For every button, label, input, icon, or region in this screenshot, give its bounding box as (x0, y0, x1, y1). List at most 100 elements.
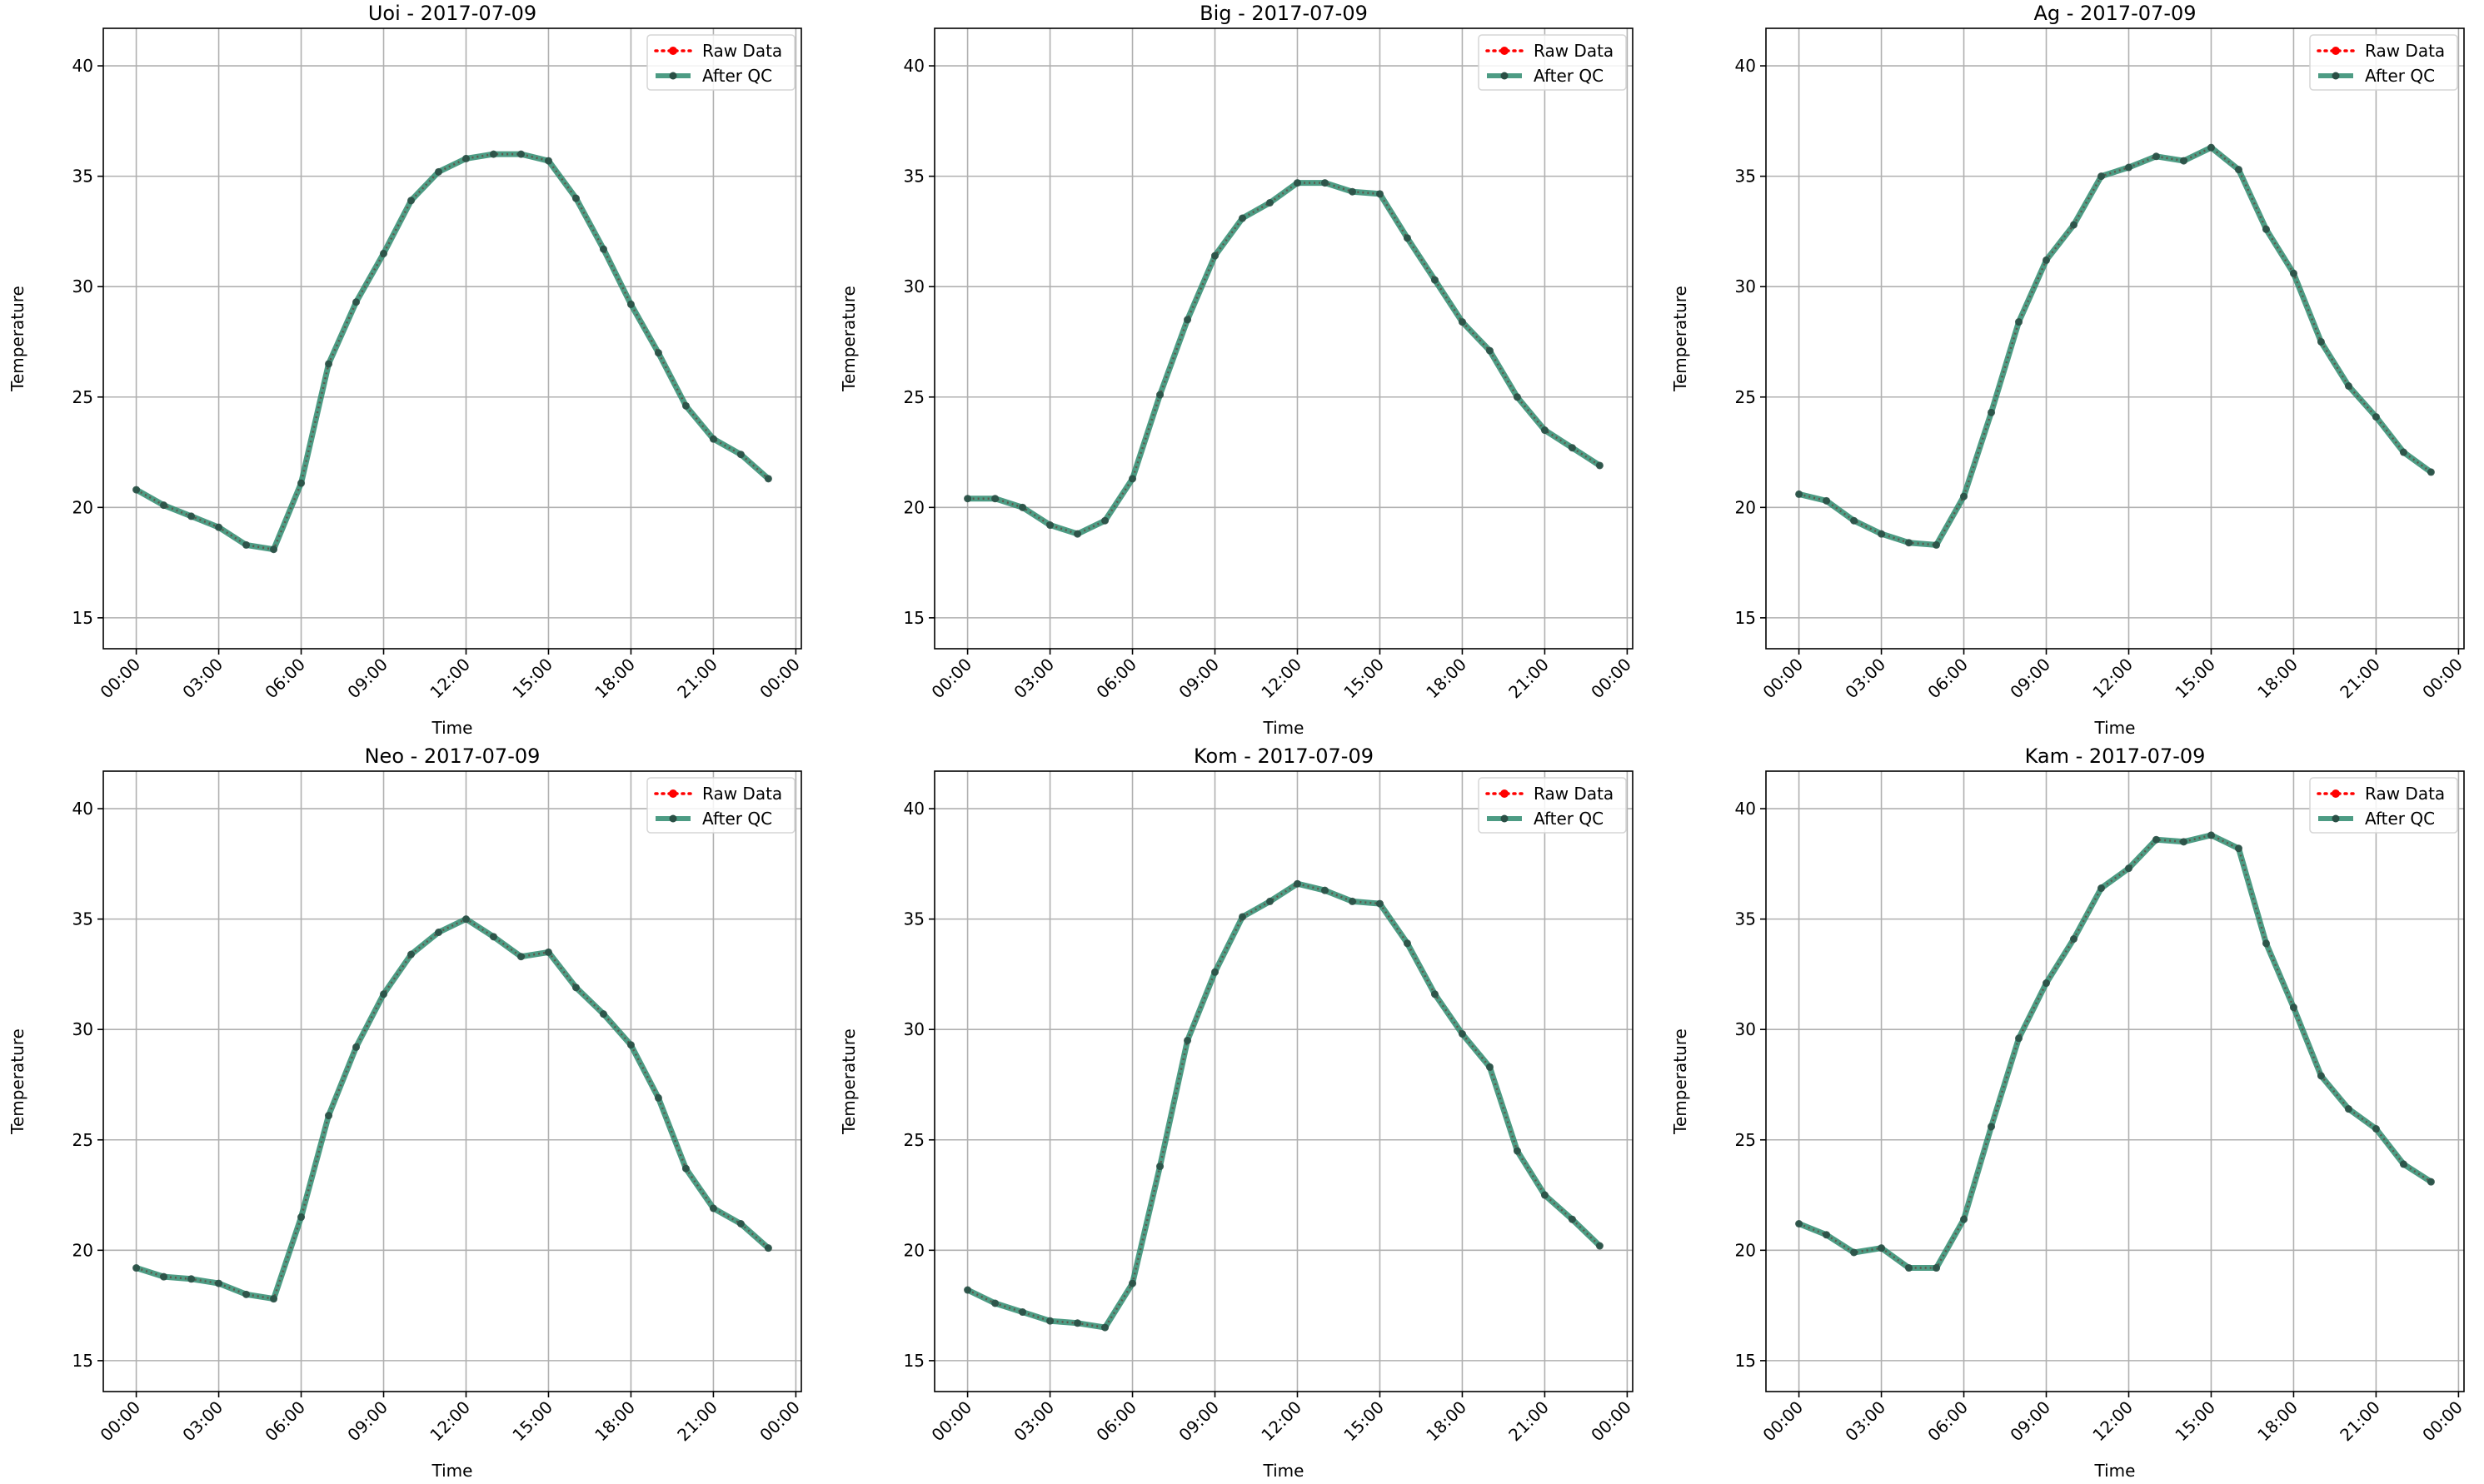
data-point (599, 245, 607, 253)
data-point (709, 1204, 717, 1213)
y-tick-label: 30 (1735, 1019, 1756, 1039)
data-point (2070, 934, 2078, 943)
y-tick-label: 25 (1735, 1130, 1756, 1150)
axes-frame (934, 770, 1634, 1392)
legend-raw-marker (669, 47, 677, 55)
data-point (1568, 444, 1576, 452)
x-tick-label: 03:00 (178, 655, 227, 703)
data-point (270, 545, 278, 554)
data-point (489, 150, 497, 158)
data-point (2262, 939, 2270, 948)
data-point (1878, 530, 1886, 538)
x-tick-label: 09:00 (2006, 1397, 2054, 1446)
data-point (1129, 475, 1137, 483)
data-point (1348, 897, 1356, 905)
data-point (435, 929, 443, 937)
data-point (160, 501, 168, 510)
data-point (1540, 426, 1549, 435)
x-tick-label: 09:00 (2006, 655, 2054, 703)
data-point (764, 475, 772, 483)
x-axis-label: Time (2094, 718, 2136, 738)
x-tick-label: 15:00 (2171, 1397, 2219, 1446)
x-tick-label: 12:00 (2088, 655, 2137, 703)
data-point (2152, 152, 2160, 161)
x-tick-label: 06:00 (1923, 1397, 1972, 1446)
data-point (2179, 157, 2187, 165)
data-point (964, 495, 972, 503)
legend: Raw Data After QC (2309, 777, 2458, 834)
data-point (1211, 968, 1220, 976)
y-tick-label: 40 (904, 56, 925, 76)
x-tick-label: 03:00 (1841, 655, 1889, 703)
x-axis-label: Time (2094, 1461, 2136, 1481)
y-tick-label: 30 (904, 276, 925, 296)
x-tick-label: 15:00 (2171, 655, 2219, 703)
x-tick-label: 15:00 (1339, 655, 1388, 703)
data-point (1184, 1036, 1192, 1044)
data-point (2097, 172, 2106, 181)
legend-qc-label: After QC (702, 809, 772, 829)
axes-frame (1765, 27, 2465, 650)
data-point (297, 1213, 306, 1222)
series-line-raw-data (1798, 146, 2432, 546)
data-point (1239, 913, 1247, 921)
data-point (2372, 413, 2380, 421)
y-axis-label: Temperature (7, 286, 27, 392)
data-point (2234, 844, 2242, 853)
axes-frame (1765, 770, 2465, 1392)
legend-qc-marker (2332, 814, 2340, 823)
legend-raw-marker (669, 789, 677, 798)
data-point (516, 150, 525, 158)
x-tick-label: 03:00 (1010, 655, 1058, 703)
data-point (1239, 214, 1247, 222)
data-point (1823, 496, 1831, 505)
data-point (1403, 939, 1411, 948)
x-tick-label: 00:00 (1758, 655, 1807, 703)
data-point (2372, 1125, 2380, 1133)
x-tick-label: 21:00 (1504, 1397, 1553, 1446)
legend-qc-marker (1500, 814, 1509, 823)
legend-raw-label: Raw Data (702, 41, 782, 61)
x-tick-label: 21:00 (2336, 655, 2384, 703)
data-point (1074, 1319, 1082, 1327)
series-line-after-qc (133, 916, 771, 1302)
data-point (160, 1272, 168, 1281)
chart-panel: Uoi - 2017-07-09 00:00 03:00 06:00 09:00 12:0… (7, 2, 804, 738)
chart-panel: Neo - 2017-07-09 00:00 03:00 06:00 09:00 12:0… (7, 744, 804, 1481)
data-point (2179, 838, 2187, 846)
y-tick-label: 40 (1735, 799, 1756, 819)
series-line-after-qc (133, 151, 771, 553)
data-point (764, 1244, 772, 1252)
y-tick-label: 15 (72, 1351, 93, 1371)
data-point (2262, 225, 2270, 233)
data-point (1540, 1191, 1549, 1199)
y-tick-label: 15 (1735, 608, 1756, 628)
x-tick-label: 12:00 (1257, 655, 1305, 703)
data-point (352, 1043, 361, 1051)
legend-qc-label: After QC (702, 66, 772, 86)
data-point (2399, 1160, 2407, 1168)
data-point (132, 486, 141, 494)
x-axis-label: Time (431, 718, 473, 738)
series-line-raw-data (967, 882, 1601, 1329)
y-tick-label: 35 (72, 909, 93, 929)
x-axis-label: Time (1263, 718, 1304, 738)
legend-qc-marker (2332, 72, 2340, 80)
x-tick-label: 15:00 (1339, 1397, 1388, 1446)
y-tick-label: 15 (72, 608, 93, 628)
data-point (1458, 318, 1466, 326)
data-point (2427, 468, 2435, 476)
data-point (654, 349, 662, 357)
series-line-raw-data (967, 182, 1601, 535)
data-point (1795, 490, 1803, 498)
y-tick-label: 20 (1735, 1240, 1756, 1260)
axes-frame (102, 27, 802, 650)
data-point (2124, 864, 2132, 873)
chart-panel: Ag - 2017-07-09 00:00 03:00 06:00 09:00 12:00… (1670, 2, 2467, 738)
data-point (1905, 539, 1913, 547)
y-tick-label: 25 (72, 387, 93, 407)
data-point (2207, 831, 2215, 839)
y-tick-label: 30 (72, 1019, 93, 1039)
data-point (1988, 1123, 1996, 1131)
